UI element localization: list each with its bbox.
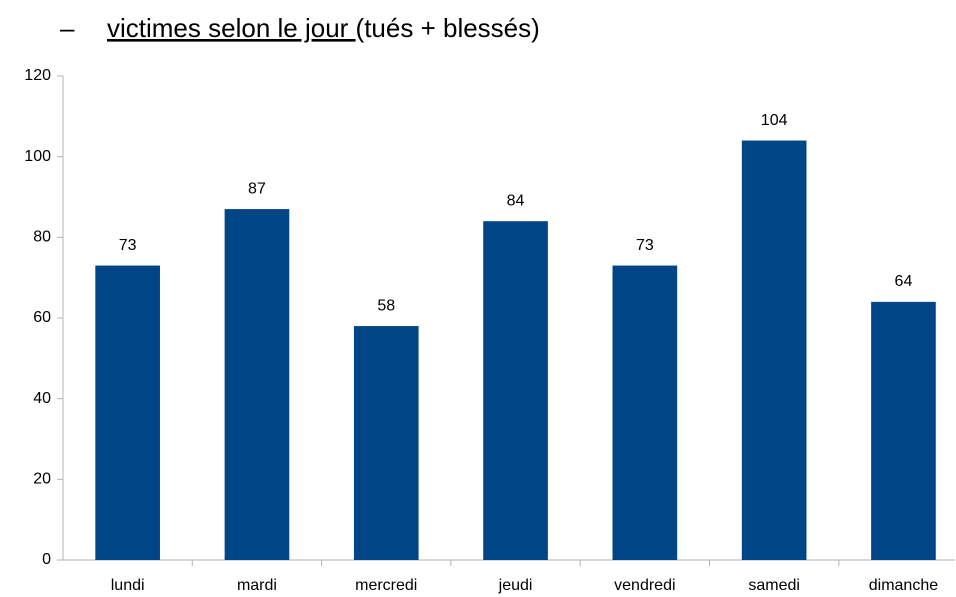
data-label: 58 [377, 297, 395, 314]
x-tick-label: dimanche [869, 577, 938, 594]
title-suffix: (tués + blessés) [356, 13, 540, 43]
data-label: 73 [636, 237, 654, 254]
x-tick-label: vendredi [614, 577, 675, 594]
data-label: 104 [761, 112, 788, 129]
y-tick-label: 120 [24, 67, 51, 84]
y-tick-label: 0 [42, 551, 51, 568]
bar [483, 221, 548, 560]
data-label: 73 [119, 237, 137, 254]
x-tick-label: lundi [111, 577, 145, 594]
x-tick-label: mercredi [355, 577, 417, 594]
title-main: victimes selon le jour [107, 13, 356, 43]
y-tick-label: 60 [33, 309, 51, 326]
bar [741, 140, 807, 561]
y-tick-label: 100 [24, 148, 51, 165]
y-tick-label: 40 [33, 390, 51, 407]
y-tick-label: 20 [33, 471, 51, 488]
bar [95, 265, 160, 560]
bar [612, 265, 678, 560]
data-label: 64 [895, 273, 913, 290]
bullet: – [60, 13, 75, 43]
bar [353, 326, 419, 560]
bar [871, 301, 936, 560]
x-tick-label: mardi [237, 577, 277, 594]
bar [224, 209, 290, 560]
data-label: 84 [507, 192, 525, 209]
chart-title: victimes selon le jour (tués + blessés) [107, 13, 540, 43]
x-tick-label: samedi [748, 577, 800, 594]
data-label: 87 [248, 180, 266, 197]
x-tick-label: jeudi [498, 577, 533, 594]
y-tick-label: 80 [33, 229, 51, 246]
